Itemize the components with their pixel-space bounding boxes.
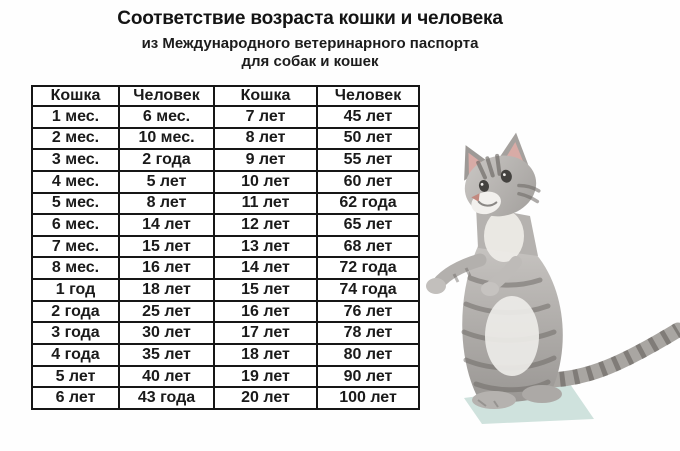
age-cell: 18 лет (213, 343, 318, 367)
table-row: 7 мес. 15 лет 13 лет 68 лет (31, 234, 420, 259)
age-cell: 8 лет (213, 126, 318, 151)
table-row: 1 мес. 6 мес. 7 лет 45 лет (31, 105, 420, 129)
age-cell: 6 мес. (31, 213, 120, 237)
age-cell: 72 года (316, 256, 420, 281)
table-row: 4 мес. 5 лет 10 лет 60 лет (31, 169, 420, 194)
table-row: 3 мес. 2 года 9 лет 55 лет (31, 148, 420, 172)
age-cell: 90 лет (316, 364, 420, 389)
age-cell: 45 лет (316, 105, 420, 129)
table-row: 6 мес. 14 лет 12 лет 65 лет (31, 213, 420, 237)
cat-illustration (426, 132, 680, 424)
age-cell: 11 лет (213, 191, 318, 216)
age-cell: 68 лет (316, 234, 420, 259)
age-cell: 19 лет (213, 364, 318, 389)
subtitle-line-1: из Международного ветеринарного паспорта (141, 35, 479, 52)
age-cell: 25 лет (118, 299, 215, 324)
age-cell: 4 мес. (31, 169, 120, 194)
age-cell: 62 года (316, 191, 420, 216)
age-cell: 6 мес. (118, 105, 215, 129)
column-header: Человек (118, 85, 215, 107)
age-cell: 20 лет (213, 386, 318, 410)
age-cell: 80 лет (316, 343, 420, 367)
age-cell: 10 мес. (118, 126, 215, 151)
age-table-head-row: Кошка Человек Кошка Человек (31, 85, 420, 107)
header-block: Соответствие возраста кошки и человека и… (0, 8, 620, 71)
age-cell: 35 лет (118, 343, 215, 367)
age-cell: 1 мес. (31, 105, 120, 129)
cat-tail (538, 322, 680, 388)
age-cell: 8 мес. (31, 256, 120, 281)
subtitle-line-2: для собак и кошек (241, 53, 379, 70)
age-cell: 10 лет (213, 169, 318, 194)
age-cell: 3 мес. (31, 148, 120, 172)
table-row: 2 мес. 10 мес. 8 лет 50 лет (31, 126, 420, 151)
age-table-body: 1 мес. 6 мес. 7 лет 45 лет 2 мес. 10 мес. 8 ле… (31, 105, 420, 410)
age-cell: 43 года (118, 386, 215, 410)
age-cell: 14 лет (118, 213, 215, 237)
age-cell: 100 лет (316, 386, 420, 410)
column-header: Человек (316, 85, 420, 107)
age-cell: 55 лет (316, 148, 420, 172)
table-row: 5 лет 40 лет 19 лет 90 лет (31, 364, 420, 389)
age-cell: 8 лет (118, 191, 215, 216)
age-cell: 5 мес. (31, 191, 120, 216)
cat-hind-feet (472, 385, 562, 409)
age-conversion-table: Кошка Человек Кошка Человек 1 мес. 6 мес. 7 л… (31, 85, 420, 410)
cat-front-paws (426, 253, 522, 296)
column-header: Кошка (213, 85, 318, 107)
age-cell: 16 лет (213, 299, 318, 324)
age-cell: 12 лет (213, 213, 318, 237)
page-title: Соответствие возраста кошки и человека (117, 8, 503, 29)
age-cell: 18 лет (118, 278, 215, 302)
table-row: 8 мес. 16 лет 14 лет 72 года (31, 256, 420, 281)
age-cell: 15 лет (118, 234, 215, 259)
age-cell: 2 года (118, 148, 215, 172)
age-cell: 15 лет (213, 278, 318, 302)
age-cell: 2 мес. (31, 126, 120, 151)
age-cell: 74 года (316, 278, 420, 302)
age-cell: 78 лет (316, 321, 420, 346)
table-row: 4 года 35 лет 18 лет 80 лет (31, 343, 420, 367)
age-cell: 76 лет (316, 299, 420, 324)
table-row: 1 год 18 лет 15 лет 74 года (31, 278, 420, 302)
age-cell: 16 лет (118, 256, 215, 281)
table-row: 3 года 30 лет 17 лет 78 лет (31, 321, 420, 346)
age-cell: 5 лет (118, 169, 215, 194)
age-cell: 50 лет (316, 126, 420, 151)
age-cell: 30 лет (118, 321, 215, 346)
table-row: 5 мес. 8 лет 11 лет 62 года (31, 191, 420, 216)
age-cell: 9 лет (213, 148, 318, 172)
age-cell: 17 лет (213, 321, 318, 346)
age-cell: 2 года (31, 299, 120, 324)
age-cell: 14 лет (213, 256, 318, 281)
age-cell: 7 лет (213, 105, 318, 129)
age-cell: 7 мес. (31, 234, 120, 259)
age-cell: 60 лет (316, 169, 420, 194)
cat-head (464, 132, 541, 217)
cat-body (461, 206, 563, 402)
age-cell: 5 лет (31, 364, 120, 389)
age-cell: 1 год (31, 278, 120, 302)
table-row: 2 года 25 лет 16 лет 76 лет (31, 299, 420, 324)
age-cell: 65 лет (316, 213, 420, 237)
age-cell: 13 лет (213, 234, 318, 259)
table-row: 6 лет 43 года 20 лет 100 лет (31, 386, 420, 410)
age-cell: 6 лет (31, 386, 120, 410)
age-cell: 4 года (31, 343, 120, 367)
age-cell: 3 года (31, 321, 120, 346)
age-cell: 40 лет (118, 364, 215, 389)
column-header: Кошка (31, 85, 120, 107)
